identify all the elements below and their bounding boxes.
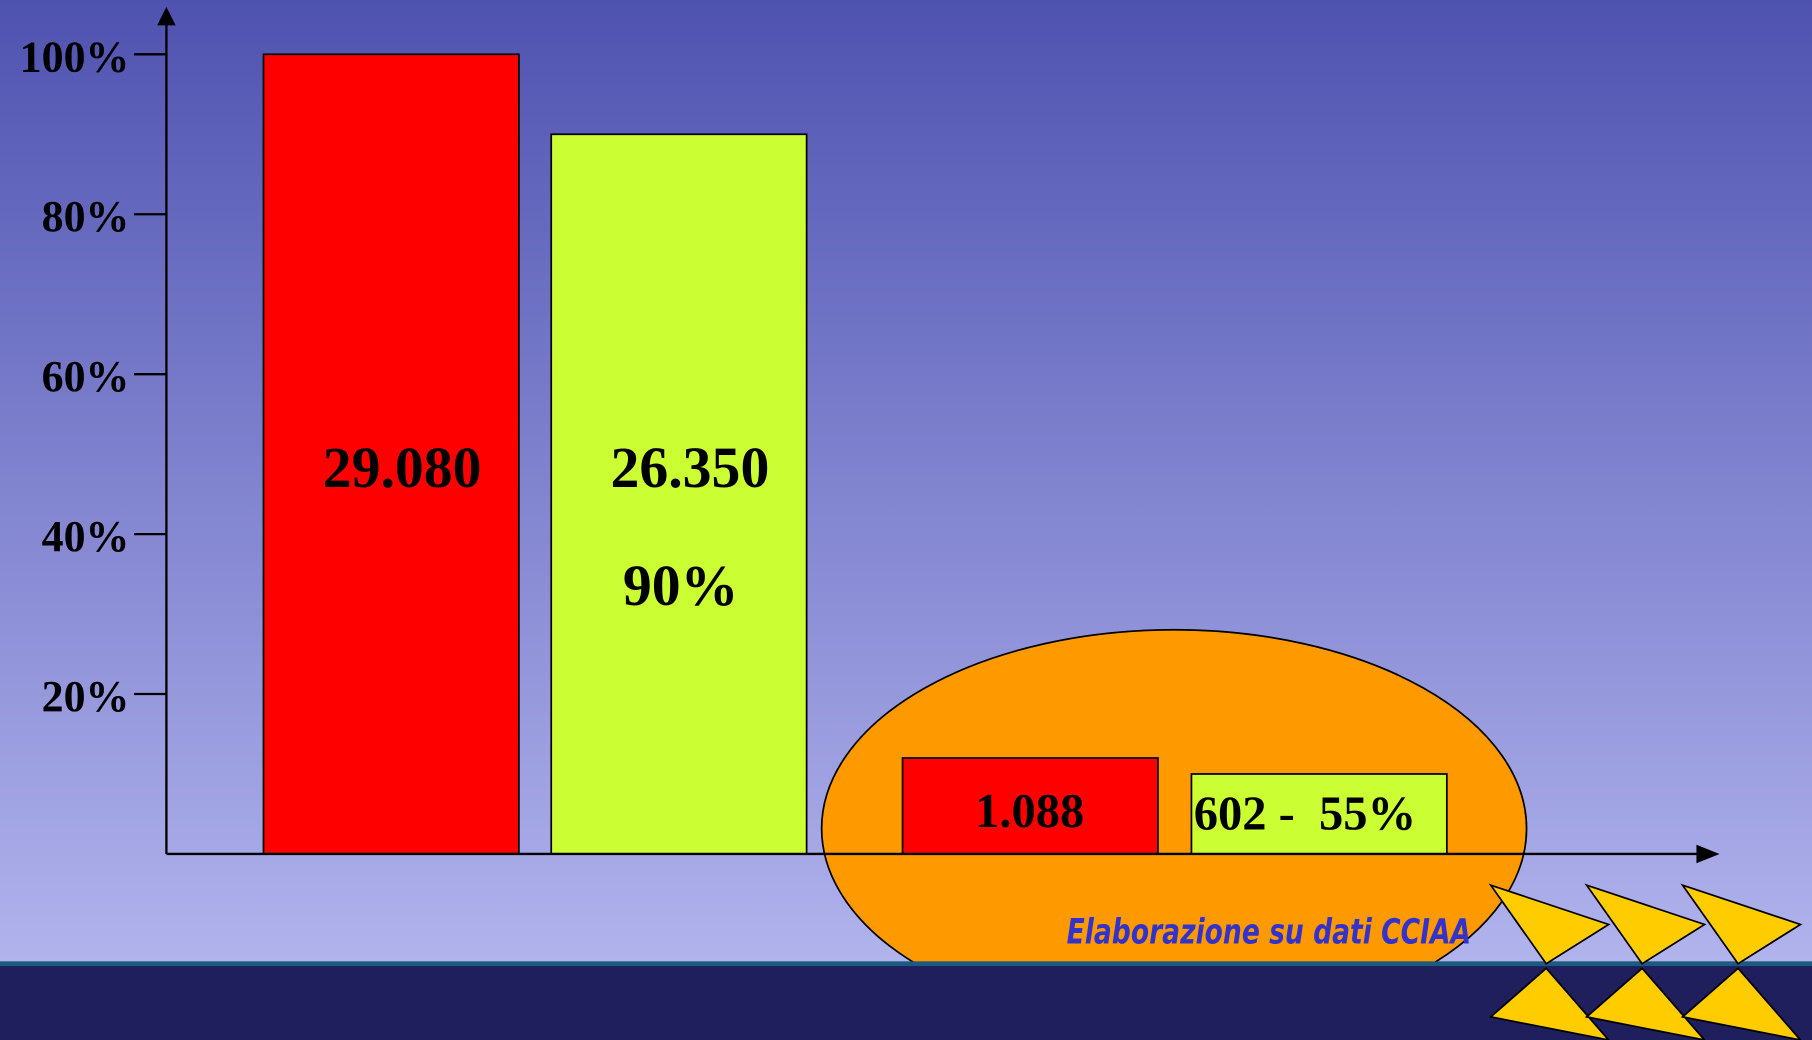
bar-label: 26.350 xyxy=(610,437,769,500)
bar xyxy=(1190,773,1448,855)
bar-label: 602 - 55% xyxy=(1194,787,1416,840)
y-arrow xyxy=(157,6,176,26)
y-tick-label: 100% xyxy=(20,33,130,81)
axes xyxy=(165,20,1702,856)
y-tick-label: 80% xyxy=(42,193,130,241)
y-tick-label: 60% xyxy=(42,353,130,401)
decoration xyxy=(1488,883,1803,1040)
plot: 29.080 26.350 90% 1.088 602 - 55% xyxy=(262,53,1448,855)
bar xyxy=(550,133,808,855)
bar-label: 90% xyxy=(623,555,739,618)
bar xyxy=(901,757,1159,855)
y-tick-label: 40% xyxy=(42,513,130,561)
bar-label: 1.088 xyxy=(975,785,1084,838)
footer-line xyxy=(0,961,1812,967)
bar xyxy=(262,53,520,855)
y-tick-label: 20% xyxy=(42,673,130,721)
bar-label: 29.080 xyxy=(323,437,482,500)
source-note: Elaborazione su dati CCIAA xyxy=(1067,913,1471,953)
x-arrow xyxy=(1696,844,1720,864)
